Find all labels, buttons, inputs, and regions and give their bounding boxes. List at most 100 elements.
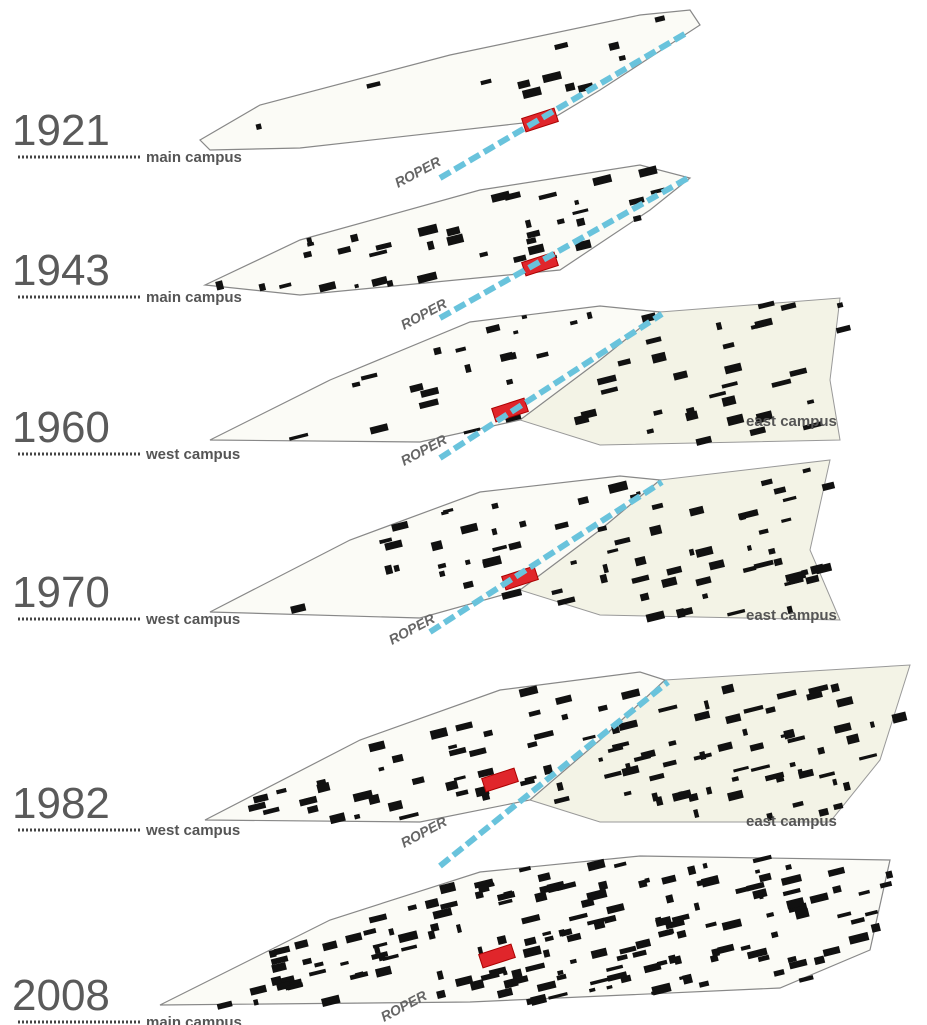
building	[483, 729, 494, 738]
building	[463, 427, 481, 435]
building	[216, 1000, 233, 1010]
building	[455, 721, 474, 732]
building	[349, 971, 369, 981]
building	[717, 741, 733, 752]
building	[533, 729, 554, 741]
building	[517, 79, 531, 90]
building	[448, 744, 458, 750]
building	[746, 947, 768, 960]
building	[249, 984, 268, 996]
building	[643, 962, 662, 974]
building	[749, 742, 765, 752]
building	[302, 957, 313, 966]
building	[252, 793, 269, 804]
building	[658, 704, 678, 713]
building	[496, 935, 507, 945]
building	[750, 764, 771, 772]
building	[368, 740, 386, 753]
building	[735, 886, 749, 895]
building	[641, 312, 657, 323]
building	[721, 918, 743, 931]
building	[575, 217, 586, 227]
building	[366, 81, 381, 89]
building	[373, 945, 381, 955]
building	[806, 690, 823, 701]
building	[446, 233, 465, 246]
building	[814, 562, 833, 575]
site-marker	[481, 767, 519, 793]
building	[668, 954, 677, 965]
building	[651, 351, 667, 364]
building	[717, 943, 735, 955]
building	[542, 949, 551, 958]
building	[698, 980, 710, 988]
building	[436, 989, 447, 1000]
campus-label: main campus	[146, 149, 242, 166]
building	[477, 946, 484, 954]
building	[832, 885, 842, 894]
building	[817, 746, 826, 755]
building	[551, 588, 563, 596]
building	[770, 931, 779, 939]
building	[589, 977, 610, 986]
building	[743, 704, 764, 714]
map-layer	[199, 9, 701, 181]
building	[665, 918, 685, 930]
building	[477, 883, 490, 894]
building	[836, 302, 844, 309]
building	[477, 767, 495, 778]
building	[596, 374, 617, 386]
building	[688, 505, 705, 517]
building	[832, 778, 838, 786]
building	[525, 962, 546, 973]
building	[650, 187, 666, 195]
building	[833, 722, 852, 734]
building	[511, 968, 523, 979]
building	[794, 907, 810, 920]
building	[746, 545, 753, 551]
year-label: 1960	[12, 403, 110, 452]
building	[369, 423, 389, 435]
building	[480, 78, 492, 86]
building	[682, 973, 694, 985]
building	[499, 351, 514, 363]
building	[773, 969, 785, 977]
building	[755, 415, 764, 424]
building	[837, 911, 852, 919]
building	[721, 683, 735, 695]
building	[536, 980, 557, 992]
year-label: 2008	[12, 971, 110, 1020]
building	[603, 770, 622, 779]
campus-map	[159, 855, 891, 1006]
building	[836, 696, 854, 708]
building	[378, 766, 385, 772]
building	[724, 362, 743, 375]
building	[672, 370, 689, 381]
building	[818, 771, 836, 779]
building	[813, 955, 826, 966]
building	[337, 245, 352, 255]
building	[400, 944, 418, 952]
building	[502, 970, 508, 976]
building	[511, 975, 529, 986]
building	[742, 728, 749, 736]
year-label: 1921	[12, 106, 110, 155]
building	[288, 432, 309, 441]
building	[701, 593, 709, 600]
building	[757, 300, 775, 310]
building	[757, 954, 770, 963]
roper-street	[438, 679, 670, 869]
building	[491, 528, 498, 536]
building	[468, 747, 487, 758]
building	[262, 806, 280, 816]
building	[542, 930, 552, 937]
building	[754, 317, 774, 329]
roper-street	[438, 175, 690, 321]
building	[671, 913, 690, 923]
building	[530, 993, 548, 1006]
building	[371, 276, 388, 287]
building	[864, 909, 879, 917]
building	[891, 711, 908, 724]
roper-street	[428, 479, 664, 635]
east-campus-label: east campus	[746, 813, 837, 830]
